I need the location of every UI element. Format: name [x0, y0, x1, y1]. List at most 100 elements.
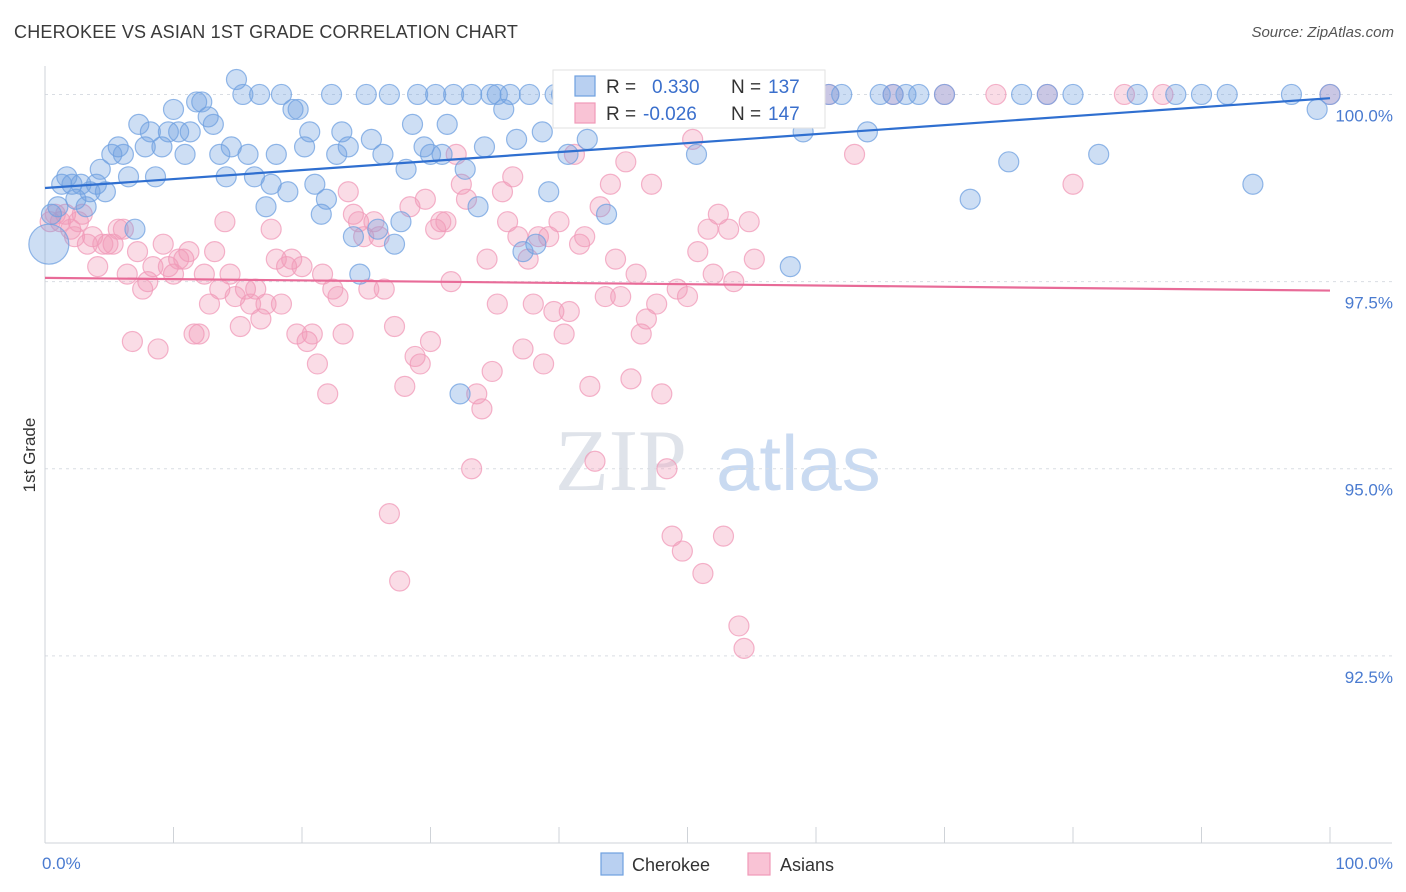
asians-point-22	[147, 338, 169, 360]
cherokee-point-56	[342, 226, 364, 248]
cherokee-point-0	[28, 223, 70, 265]
asians-trend-line	[44, 276, 1331, 292]
cherokee-point-49	[304, 173, 326, 195]
asians-point-142	[843, 143, 866, 165]
cherokee-point-140	[1319, 83, 1341, 106]
cherokee-point-97	[595, 203, 618, 225]
cherokee-point-2	[47, 196, 69, 218]
asians-point-113	[615, 151, 637, 173]
tick-labels: 100.0% 97.5% 95.0% 92.5% 0.0% 100.0%	[42, 106, 1393, 873]
asians-point-119	[646, 293, 668, 315]
asians-point-117	[635, 308, 657, 330]
cherokee-point-39	[248, 83, 271, 106]
asians-point-132	[712, 525, 735, 547]
asians-point-134	[723, 270, 745, 293]
asians-point-46	[270, 293, 293, 315]
asians-stat-swatch	[574, 102, 596, 124]
asians-point-14	[107, 218, 129, 240]
asians-point-69	[389, 570, 411, 592]
cherokee-point-130	[1036, 83, 1058, 106]
asians-point-107	[584, 450, 606, 472]
asians-point-38	[229, 315, 251, 338]
asians-point-95	[522, 293, 544, 315]
cherokee-point-84	[512, 241, 534, 263]
cherokee-point-133	[1126, 83, 1148, 106]
asians-point-111	[604, 248, 627, 270]
cherokee-point-61	[372, 143, 394, 165]
asians-point-124	[671, 540, 693, 562]
asians-point-87	[481, 360, 503, 383]
asians-point-70	[394, 375, 416, 397]
cherokee-point-129	[1010, 83, 1033, 106]
legend-asians-label: Asians	[780, 855, 834, 875]
asians-point-17	[121, 330, 143, 353]
cherokee-point-64	[390, 211, 412, 233]
cherokee-point-72	[436, 113, 458, 135]
asians-point-112	[610, 285, 632, 308]
chart-title: CHEROKEE VS ASIAN 1ST GRADE CORRELATION …	[14, 22, 519, 42]
asians-point-55	[317, 383, 339, 405]
asians-point-35	[214, 211, 236, 233]
asians-point-68	[383, 315, 406, 338]
cherokee-point-27	[179, 121, 201, 143]
cherokee-point-60	[367, 218, 389, 240]
asians-point-100	[548, 211, 570, 233]
cherokee-point-65	[395, 158, 417, 180]
cherokee-point-82	[499, 83, 521, 106]
cherokee-point-37	[237, 143, 259, 165]
cherokee-point-136	[1216, 83, 1238, 106]
asians-point-29	[183, 323, 205, 345]
asians-point-58	[332, 323, 354, 345]
cherokee-point-122	[869, 83, 891, 106]
asians-point-127	[687, 241, 709, 263]
asians-point-67	[378, 503, 400, 525]
cherokee-point-125	[908, 83, 930, 106]
asians-point-30	[188, 323, 210, 345]
cherokee-point-17	[124, 218, 146, 240]
cherokee-point-48	[299, 121, 321, 143]
cherokee-point-52	[320, 83, 343, 106]
asians-point-97	[532, 353, 555, 375]
cherokee-point-87	[531, 121, 553, 143]
x-tick-label-min: 0.0%	[42, 854, 81, 873]
asians-point-16	[116, 263, 138, 285]
trend-lines	[44, 97, 1331, 292]
cherokee-point-120	[831, 83, 853, 106]
asians-point-23	[152, 233, 174, 255]
cherokee-point-79	[480, 83, 502, 106]
asians-point-82	[455, 188, 478, 210]
asians-point-125	[676, 285, 699, 308]
y-tick-label-1: 97.5%	[1345, 294, 1393, 313]
legend: Cherokee Asians	[600, 852, 834, 876]
asians-point-137	[738, 211, 760, 233]
asians-point-105	[574, 226, 596, 248]
asians-point-93	[512, 338, 534, 360]
asians-point-131	[707, 203, 729, 225]
asians-point-44	[260, 218, 282, 240]
asians-point-109	[594, 285, 616, 308]
cherokee-point-51	[315, 188, 338, 210]
cherokee-point-26	[174, 143, 196, 165]
cherokee-point-62	[378, 83, 400, 106]
asians-point-99	[543, 300, 565, 323]
asians-point-89	[491, 181, 514, 203]
asians-point-138	[743, 248, 765, 270]
asians-point-43	[255, 293, 277, 315]
cherokee-point-74	[449, 383, 471, 405]
cherokee-trend-line	[44, 97, 1331, 190]
cherokee-point-28	[186, 91, 208, 113]
asians-point-75	[419, 330, 442, 353]
asians-point-110	[599, 173, 622, 195]
asians-point-59	[337, 181, 359, 203]
asians-point-54	[311, 263, 334, 285]
asians-point-135	[728, 615, 750, 637]
asians-point-50	[291, 256, 313, 278]
asians-point-118	[640, 173, 663, 195]
asians-point-130	[702, 263, 724, 285]
stats-box: R = 0.330 N = 137 R = -0.026 N = 147	[552, 69, 826, 129]
cherokee-point-123	[882, 83, 904, 106]
asians-point-91	[502, 166, 524, 188]
asians-n-label: N =	[731, 104, 761, 125]
cherokee-point-43	[270, 83, 293, 106]
